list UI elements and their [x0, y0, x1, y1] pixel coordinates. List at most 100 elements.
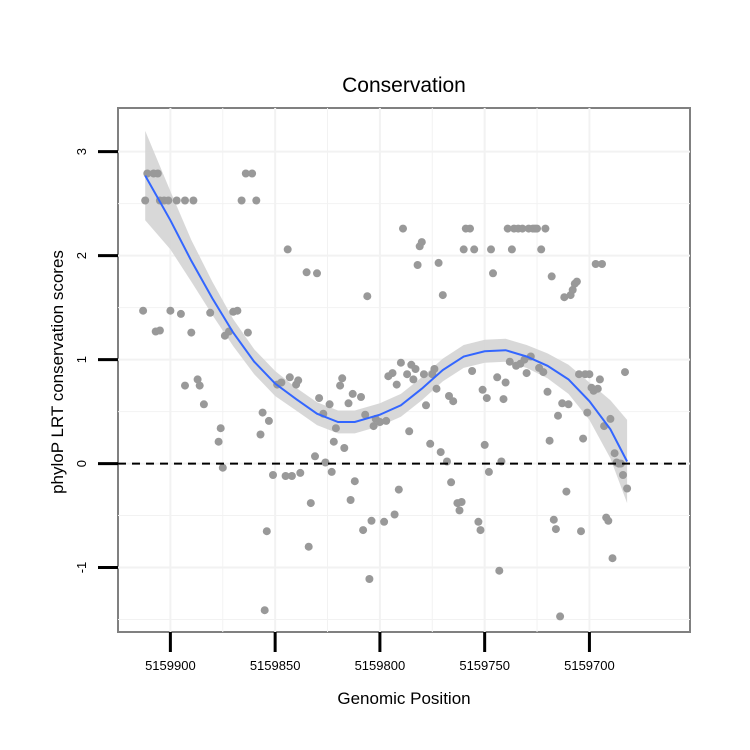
data-point — [413, 261, 422, 269]
data-point — [593, 384, 602, 393]
data-point — [367, 516, 376, 525]
data-point — [365, 575, 374, 583]
data-point — [340, 444, 349, 452]
data-point — [296, 468, 305, 477]
data-point — [541, 224, 550, 233]
y-tick-label: 1 — [74, 356, 89, 363]
data-point — [495, 566, 504, 575]
data-point — [164, 196, 173, 205]
data-point — [361, 410, 370, 419]
data-point — [338, 374, 347, 383]
data-point — [143, 169, 152, 178]
data-point — [619, 471, 627, 479]
x-axis: 5159900 5159850 5159800 5159750 5159700 — [145, 632, 615, 673]
data-point — [417, 238, 426, 247]
data-point — [411, 365, 420, 373]
data-point — [214, 437, 223, 446]
data-point — [610, 449, 619, 458]
data-point — [595, 375, 604, 384]
data-point — [409, 375, 418, 384]
data-point — [474, 517, 483, 526]
data-point — [294, 376, 303, 385]
data-point — [181, 196, 189, 205]
y-axis-title: phyloP LRT conservation scores — [48, 250, 67, 494]
data-point — [269, 471, 277, 479]
data-point — [482, 394, 491, 403]
data-point — [403, 370, 412, 379]
data-point — [306, 499, 315, 508]
y-tick-label: -1 — [74, 562, 89, 574]
data-point — [470, 245, 479, 254]
data-point — [262, 527, 271, 536]
data-point — [604, 516, 613, 525]
fit-line-path — [144, 175, 628, 462]
data-point — [329, 437, 338, 446]
data-point — [233, 306, 242, 315]
data-point — [248, 169, 257, 178]
data-point — [455, 506, 464, 515]
data-point — [218, 463, 227, 472]
data-point — [287, 472, 296, 480]
data-point — [457, 498, 466, 506]
data-point — [533, 224, 541, 233]
x-axis-title: Genomic Position — [337, 689, 470, 708]
data-point — [399, 224, 407, 233]
data-point — [466, 224, 474, 233]
data-point — [241, 169, 250, 178]
data-point — [432, 384, 441, 393]
data-point — [484, 467, 493, 476]
data-point — [579, 434, 588, 443]
data-point — [564, 400, 573, 409]
data-point — [199, 400, 208, 409]
grid-lines — [118, 108, 690, 632]
data-point — [153, 169, 162, 178]
data-point — [252, 196, 261, 205]
data-point — [260, 606, 269, 615]
data-point — [176, 309, 185, 318]
data-point — [577, 527, 585, 536]
data-point — [243, 328, 252, 337]
data-point — [598, 260, 606, 268]
data-point — [480, 440, 489, 449]
data-point — [493, 373, 502, 382]
data-point — [315, 394, 324, 403]
data-point — [344, 399, 353, 408]
data-point — [331, 424, 340, 433]
data-point — [449, 397, 458, 406]
data-point — [166, 306, 175, 315]
data-point — [568, 285, 577, 294]
y-tick-label: 3 — [74, 148, 89, 155]
data-point — [369, 422, 378, 431]
data-point — [327, 467, 336, 476]
data-point — [545, 436, 554, 445]
data-point — [436, 448, 445, 457]
data-point — [419, 370, 428, 379]
data-point — [141, 196, 150, 205]
data-point — [583, 408, 592, 417]
data-point — [426, 439, 435, 448]
data-point — [350, 477, 359, 486]
data-point — [313, 269, 321, 278]
data-point — [591, 260, 600, 268]
data-point — [547, 272, 556, 281]
data-point — [281, 472, 290, 480]
data-point — [447, 478, 456, 487]
x-tick-label: 5159900 — [145, 658, 196, 673]
data-point — [321, 458, 330, 467]
data-point — [382, 416, 391, 425]
data-point — [572, 277, 581, 286]
data-point — [256, 430, 265, 439]
data-point — [549, 515, 558, 524]
data-point — [520, 355, 529, 364]
plot-background — [117, 107, 691, 633]
y-tick-label: 0 — [74, 460, 89, 467]
data-point — [392, 380, 401, 389]
data-point — [390, 510, 399, 519]
data-point — [476, 526, 485, 535]
data-point — [585, 370, 594, 379]
data-point — [206, 308, 215, 317]
chart-title: Conservation — [342, 74, 466, 97]
data-point — [181, 381, 189, 390]
data-point — [394, 485, 403, 494]
data-point — [277, 378, 286, 387]
